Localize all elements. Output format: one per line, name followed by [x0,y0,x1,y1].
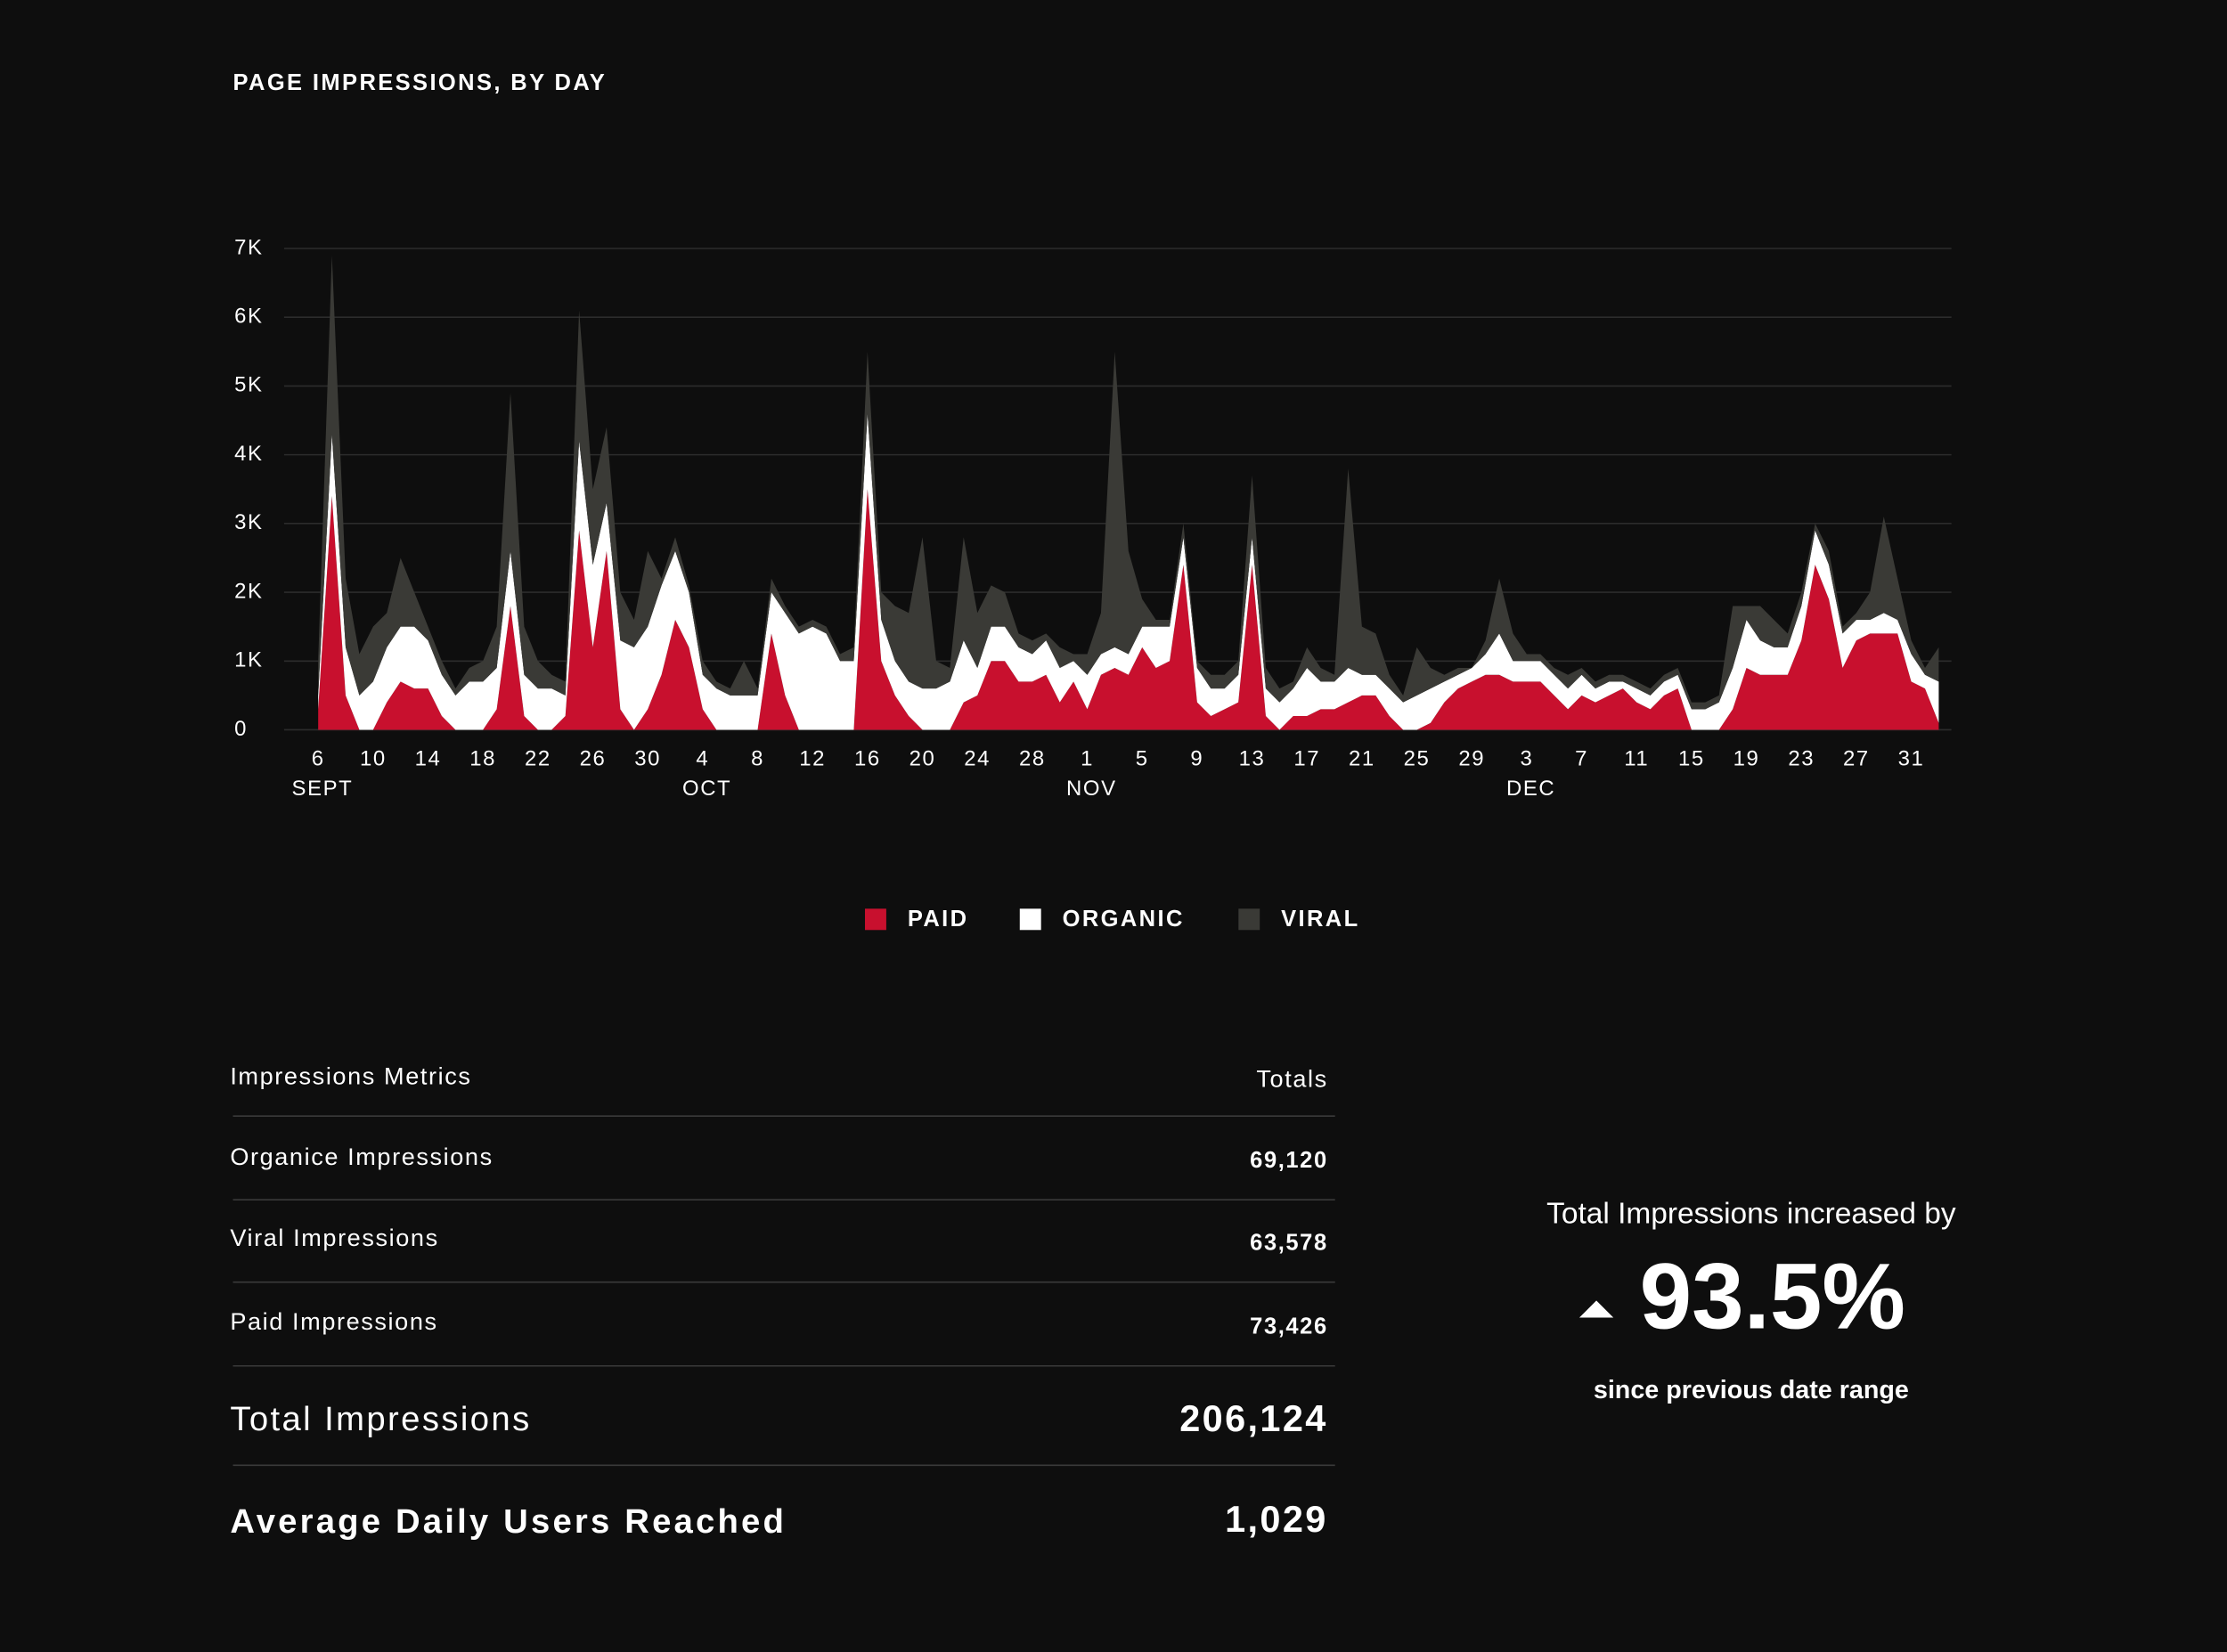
x-tick-label: 27 [1843,746,1870,770]
x-tick-label: 6 [312,746,325,770]
month-label: DEC [1506,777,1555,801]
area-organic [318,413,1939,730]
metrics-table: Impressions Metrics Totals Organice Impr… [230,1062,1335,1541]
legend-label: PAID [908,907,969,932]
x-tick-label: 13 [1239,746,1266,770]
average-label: Average Daily Users Reached [230,1502,787,1541]
row-value: 63,578 [1250,1230,1328,1255]
x-tick-label: 4 [696,746,709,770]
x-tick-label: 25 [1404,746,1431,770]
legend-swatch [1238,908,1260,931]
x-tick-label: 31 [1898,746,1925,770]
row-label: Organice Impressions [230,1143,493,1170]
table-header: Totals [1256,1064,1327,1092]
x-tick-label: 10 [360,746,387,770]
area-viral [318,255,1939,710]
summary-value: 93.5% [1640,1244,1905,1348]
x-tick-label: 21 [1349,746,1375,770]
y-tick-label: 3K [234,510,263,534]
y-tick-label: 2K [234,579,263,603]
y-tick-label: 0 [234,717,248,741]
legend: PAID ORGANIC VIRAL [864,907,1359,932]
x-tick-label: 28 [1019,746,1046,770]
legend-label: VIRAL [1281,907,1359,932]
month-label: SEPT [292,777,354,801]
x-tick-label: 12 [799,746,826,770]
legend-swatch [1019,908,1041,931]
legend-swatch [864,908,886,931]
month-label: OCT [682,777,731,801]
table-header: Impressions Metrics [230,1062,471,1089]
summary-text: Total Impressions increased by [1546,1198,1956,1231]
chart-title: PAGE IMPRESSIONS, BY DAY [233,70,608,95]
x-tick-label: 19 [1733,746,1760,770]
row-label: Paid Impressions [230,1307,437,1335]
x-tick-label: 5 [1136,746,1149,770]
average-value: 1,029 [1225,1498,1328,1540]
summary-note: since previous date range [1594,1376,1909,1404]
x-tick-label: 1 [1081,746,1094,770]
total-value: 206,124 [1179,1397,1328,1439]
x-tick-label: 20 [910,746,936,770]
row-value: 73,426 [1250,1314,1328,1339]
x-tick-label: 9 [1190,746,1203,770]
row-label: Viral Impressions [230,1224,438,1251]
x-tick-label: 11 [1624,746,1649,770]
y-tick-label: 1K [234,648,263,672]
x-tick-label: 22 [525,746,551,770]
y-tick-label: 6K [234,305,263,329]
x-tick-label: 3 [1520,746,1533,770]
x-tick-label: 8 [751,746,764,770]
x-tick-label: 18 [469,746,496,770]
month-label: NOV [1066,777,1117,801]
x-tick-label: 29 [1458,746,1485,770]
y-tick-label: 4K [234,442,263,466]
legend-label: ORGANIC [1063,907,1185,932]
y-tick-label: 5K [234,373,263,397]
total-label: Total Impressions [230,1400,531,1438]
row-value: 69,120 [1250,1148,1328,1173]
chart: 0 1K 2K 3K 4K 5K 6K 7K 6 10 14 18 22 26 30 4 8 12 16 20 24 28… [234,235,1952,801]
x-tick-label: 7 [1575,746,1588,770]
x-tick-label: 16 [854,746,881,770]
x-tick-label: 17 [1293,746,1320,770]
x-tick-label: 24 [964,746,991,770]
x-tick-label: 30 [634,746,661,770]
y-tick-label: 7K [234,235,263,259]
x-tick-label: 23 [1788,746,1815,770]
up-arrow [1578,1300,1614,1318]
x-tick-label: 14 [415,746,442,770]
x-tick-label: 15 [1678,746,1705,770]
area-paid [318,489,1939,730]
x-tick-label: 26 [580,746,607,770]
summary: Total Impressions increased by 93.5% sin… [1546,1198,1956,1404]
